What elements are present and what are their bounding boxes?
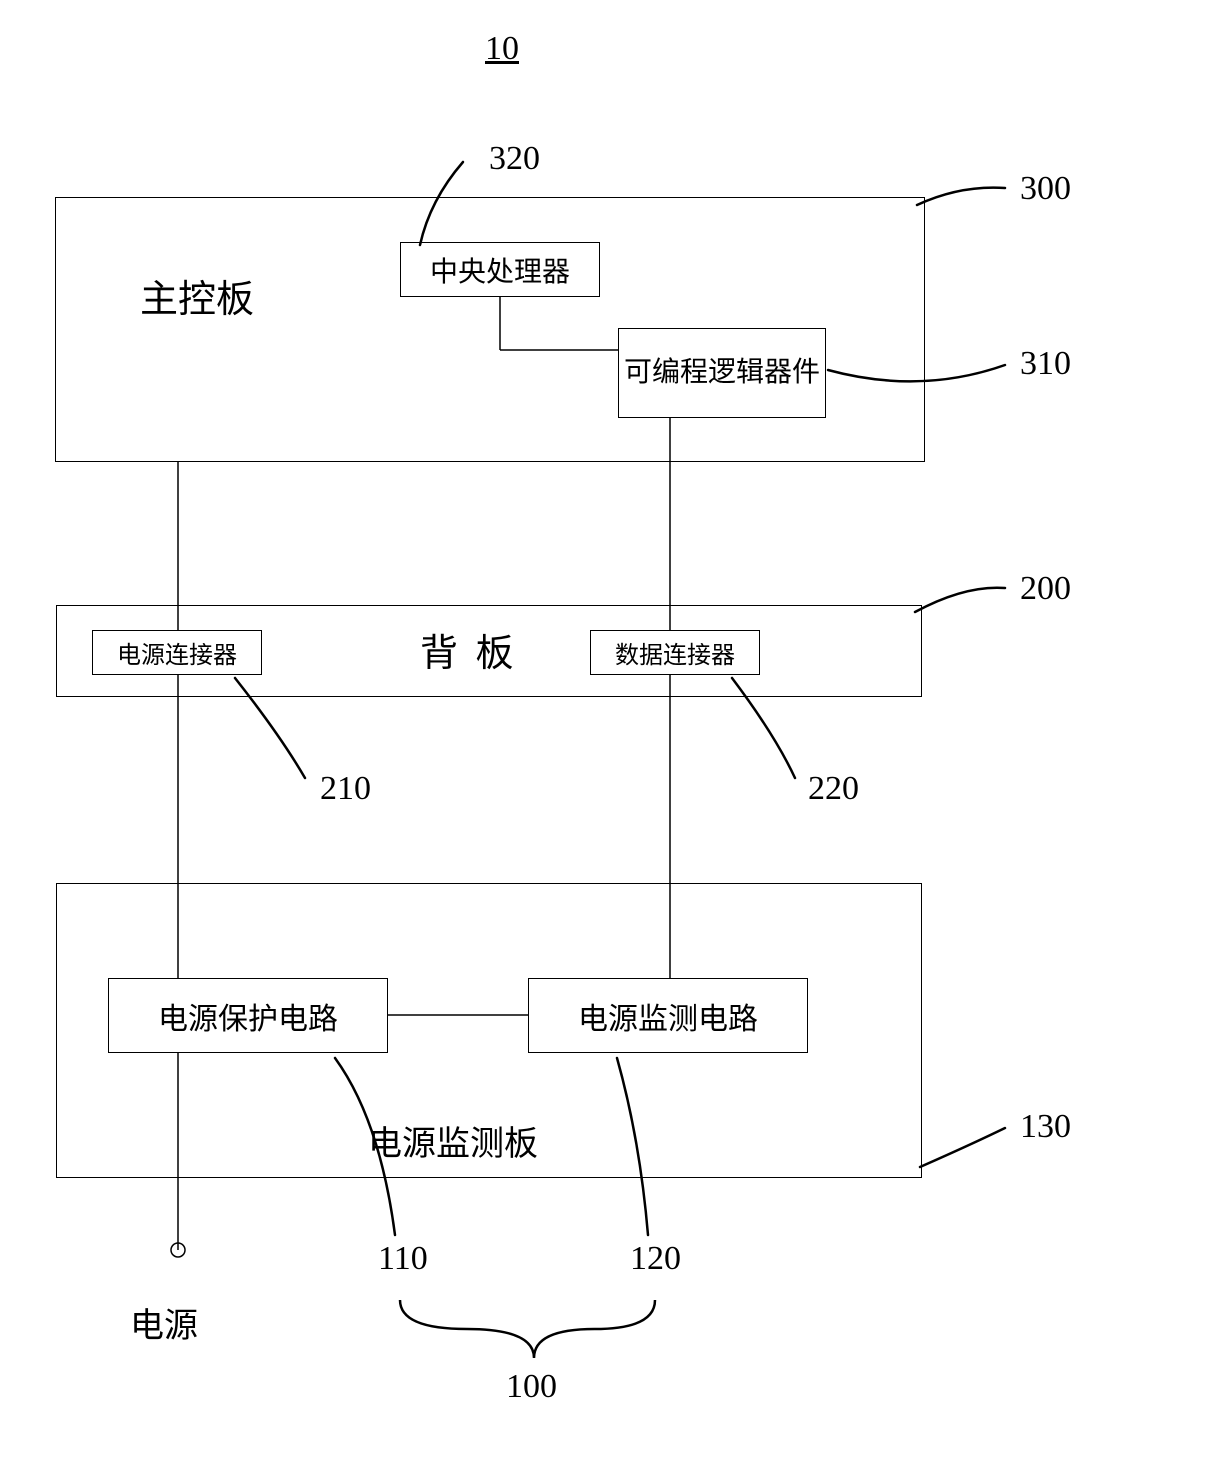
backplane-label: 背 板 (420, 622, 518, 677)
power-source-label: 电源 (130, 1298, 198, 1347)
power-monitor-circuit-label: 电源监测电路 (578, 994, 758, 1038)
main-control-board-label: 主控板 (140, 268, 254, 323)
data-connector-box: 数据连接器 (590, 630, 760, 675)
power-monitor-circuit-box: 电源监测电路 (528, 978, 808, 1053)
ref-300: 300 (1020, 170, 1071, 208)
ref-220: 220 (808, 770, 859, 808)
power-connector-box: 电源连接器 (92, 630, 262, 675)
pld-box: 可编程逻辑器件 (618, 328, 826, 418)
ref-310: 310 (1020, 345, 1071, 383)
power-monitor-board-label: 电源监测板 (368, 1116, 538, 1165)
ref-320: 320 (489, 140, 540, 178)
power-connector-label: 电源连接器 (117, 635, 237, 670)
data-connector-label: 数据连接器 (615, 635, 735, 670)
ref-210: 210 (320, 770, 371, 808)
pld-label: 可编程逻辑器件 (624, 355, 820, 391)
ref-200: 200 (1020, 570, 1071, 608)
ref-100: 100 (506, 1368, 557, 1406)
ref-120: 120 (630, 1240, 681, 1278)
power-protect-circuit-label: 电源保护电路 (158, 994, 338, 1038)
power-protect-circuit-box: 电源保护电路 (108, 978, 388, 1053)
figure-number: 10 (485, 30, 519, 68)
ref-130: 130 (1020, 1108, 1071, 1146)
cpu-box: 中央处理器 (400, 242, 600, 297)
cpu-label: 中央处理器 (430, 250, 570, 290)
ref-110: 110 (378, 1240, 428, 1278)
